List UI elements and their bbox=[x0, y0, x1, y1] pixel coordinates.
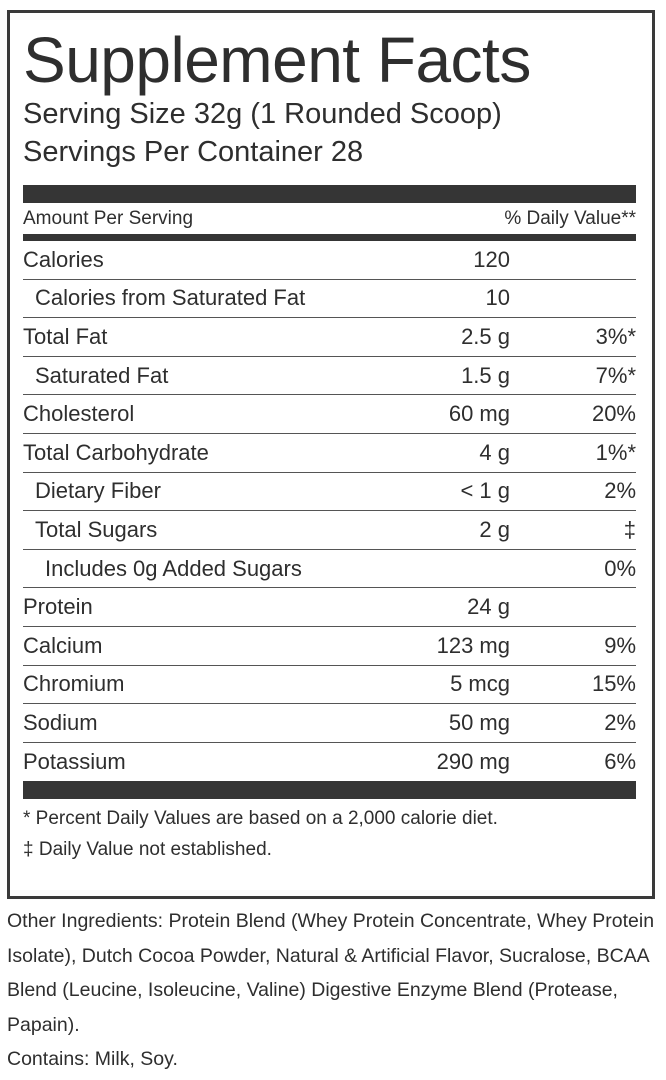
nutrient-name: Total Sugars bbox=[35, 516, 158, 542]
nutrient-amount: 60 mg bbox=[448, 401, 510, 427]
table-row: Potassium 290 mg 6% bbox=[23, 743, 636, 782]
table-row: Dietary Fiber < 1 g 2% bbox=[23, 473, 636, 512]
nutrient-amount: 50 mg bbox=[448, 709, 510, 735]
table-row: Sodium 50 mg 2% bbox=[23, 704, 636, 743]
table-row: Includes 0g Added Sugars 0% bbox=[23, 550, 636, 589]
nutrient-name: Saturated Fat bbox=[35, 362, 169, 388]
nutrient-daily-value: ‡ bbox=[623, 516, 636, 542]
serving-size: Serving Size 32g (1 Rounded Scoop) bbox=[23, 98, 502, 130]
nutrient-amount: 24 g bbox=[467, 594, 510, 620]
nutrient-name: Cholesterol bbox=[23, 401, 135, 427]
footnote: * Percent Daily Values are based on a 2,… bbox=[23, 808, 498, 830]
nutrient-amount: 123 mg bbox=[436, 632, 510, 658]
nutrient-amount: < 1 g bbox=[460, 478, 510, 504]
supplement-facts-panel: Supplement Facts Serving Size 32g (1 Rou… bbox=[7, 10, 655, 899]
table-row: Total Sugars 2 g ‡ bbox=[23, 511, 636, 550]
ingredients-text: Other Ingredients: Protein Blend (Whey P… bbox=[7, 910, 655, 1036]
table-header: Amount Per Serving % Daily Value** bbox=[23, 203, 636, 241]
table-row: Chromium 5 mcg 15% bbox=[23, 666, 636, 705]
nutrient-table: Calories 120 Calories from Saturated Fat 10… bbox=[23, 241, 636, 781]
table-row: Calcium 123 mg 9% bbox=[23, 627, 636, 666]
other-ingredients: Other Ingredients: Protein Blend (Whey P… bbox=[7, 904, 657, 1077]
table-row: Saturated Fat 1.5 g 7%* bbox=[23, 357, 636, 396]
nutrient-amount: 1.5 g bbox=[461, 362, 510, 388]
table-row: Total Carbohydrate 4 g 1%* bbox=[23, 434, 636, 473]
nutrient-name: Chromium bbox=[23, 671, 125, 697]
nutrient-daily-value: 20% bbox=[591, 401, 636, 427]
nutrient-daily-value: 9% bbox=[604, 632, 636, 658]
nutrient-name: Protein bbox=[23, 594, 93, 620]
nutrient-name: Sodium bbox=[23, 709, 98, 735]
thick-divider bbox=[23, 185, 636, 203]
table-row: Total Fat 2.5 g 3%* bbox=[23, 318, 636, 357]
nutrient-amount: 2.5 g bbox=[461, 323, 510, 349]
nutrient-amount: 2 g bbox=[479, 516, 510, 542]
panel-title: Supplement Facts bbox=[23, 24, 531, 96]
table-row: Protein 24 g bbox=[23, 588, 636, 627]
nutrient-amount: 290 mg bbox=[436, 749, 510, 775]
nutrient-amount: 4 g bbox=[479, 439, 510, 465]
nutrient-amount: 5 mcg bbox=[450, 671, 510, 697]
thick-divider bbox=[23, 781, 636, 800]
nutrient-amount: 10 bbox=[485, 285, 510, 311]
nutrient-daily-value: 6% bbox=[604, 749, 636, 775]
nutrient-name: Calories from Saturated Fat bbox=[35, 285, 306, 311]
table-row: Calories 120 bbox=[23, 241, 636, 280]
nutrient-name: Includes 0g Added Sugars bbox=[45, 555, 302, 581]
nutrient-name: Total Fat bbox=[23, 323, 108, 349]
table-row: Calories from Saturated Fat 10 bbox=[23, 280, 636, 319]
nutrient-daily-value: 0% bbox=[604, 555, 636, 581]
nutrient-daily-value: 7%* bbox=[595, 362, 636, 388]
nutrient-daily-value: 2% bbox=[604, 709, 636, 735]
nutrient-name: Dietary Fiber bbox=[35, 478, 161, 504]
nutrient-name: Potassium bbox=[23, 749, 126, 775]
nutrient-daily-value: 1%* bbox=[595, 439, 636, 465]
nutrient-name: Calories bbox=[23, 246, 104, 272]
nutrient-daily-value: 2% bbox=[604, 478, 636, 504]
allergen-text: Contains: Milk, Soy. bbox=[7, 1048, 178, 1070]
table-row: Cholesterol 60 mg 20% bbox=[23, 395, 636, 434]
amount-per-serving-label: Amount Per Serving bbox=[23, 207, 194, 229]
daily-value-label: % Daily Value** bbox=[504, 207, 636, 229]
nutrient-daily-value: 15% bbox=[591, 671, 636, 697]
footnote: ‡ Daily Value not established. bbox=[23, 839, 272, 861]
nutrient-name: Calcium bbox=[23, 632, 103, 658]
nutrient-amount: 120 bbox=[473, 246, 510, 272]
nutrient-daily-value: 3%* bbox=[595, 323, 636, 349]
nutrient-name: Total Carbohydrate bbox=[23, 439, 209, 465]
servings-per-container: Servings Per Container 28 bbox=[23, 136, 364, 168]
